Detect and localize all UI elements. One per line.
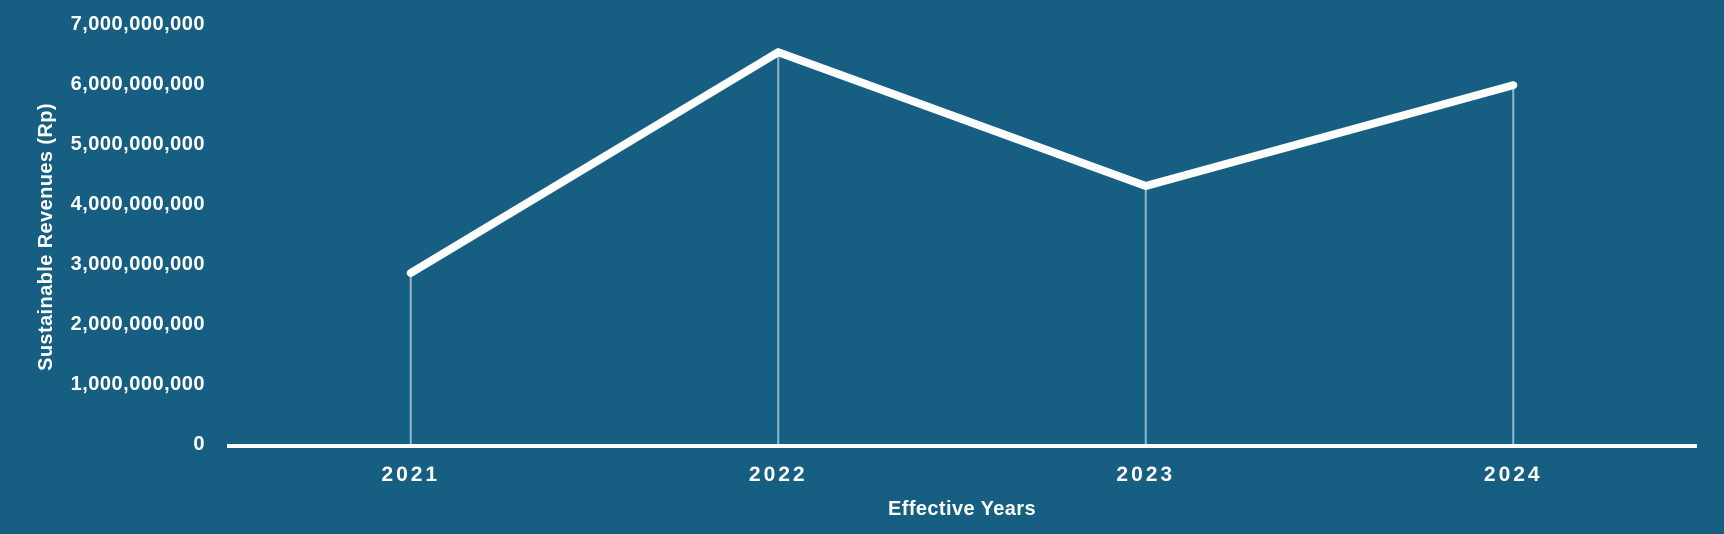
x-axis-tick-labels: 2021 2022 2023 2024 (381, 463, 1543, 486)
y-tick-label: 4,000,000,000 (71, 193, 205, 215)
y-tick-label: 3,000,000,000 (71, 253, 205, 275)
x-tick-label: 2023 (1116, 463, 1175, 486)
y-tick-label: 5,000,000,000 (71, 133, 205, 155)
revenue-line-series (406, 48, 1518, 277)
x-tick-label: 2024 (1484, 463, 1543, 486)
y-tick-label: 6,000,000,000 (71, 73, 205, 95)
y-tick-label: 2,000,000,000 (71, 313, 205, 335)
x-axis-title: Effective Years (888, 498, 1036, 520)
y-tick-label: 0 (193, 433, 205, 455)
x-tick-label: 2021 (381, 463, 440, 486)
y-axis-tick-labels: 0 1,000,000,000 2,000,000,000 3,000,000,000… (71, 13, 205, 455)
y-tick-label: 7,000,000,000 (71, 13, 205, 35)
x-tick-label: 2022 (749, 463, 808, 486)
y-tick-label: 1,000,000,000 (71, 373, 205, 395)
drop-lines (409, 52, 1515, 446)
y-axis-title: Sustainable Revenues (Rp) (35, 103, 57, 371)
